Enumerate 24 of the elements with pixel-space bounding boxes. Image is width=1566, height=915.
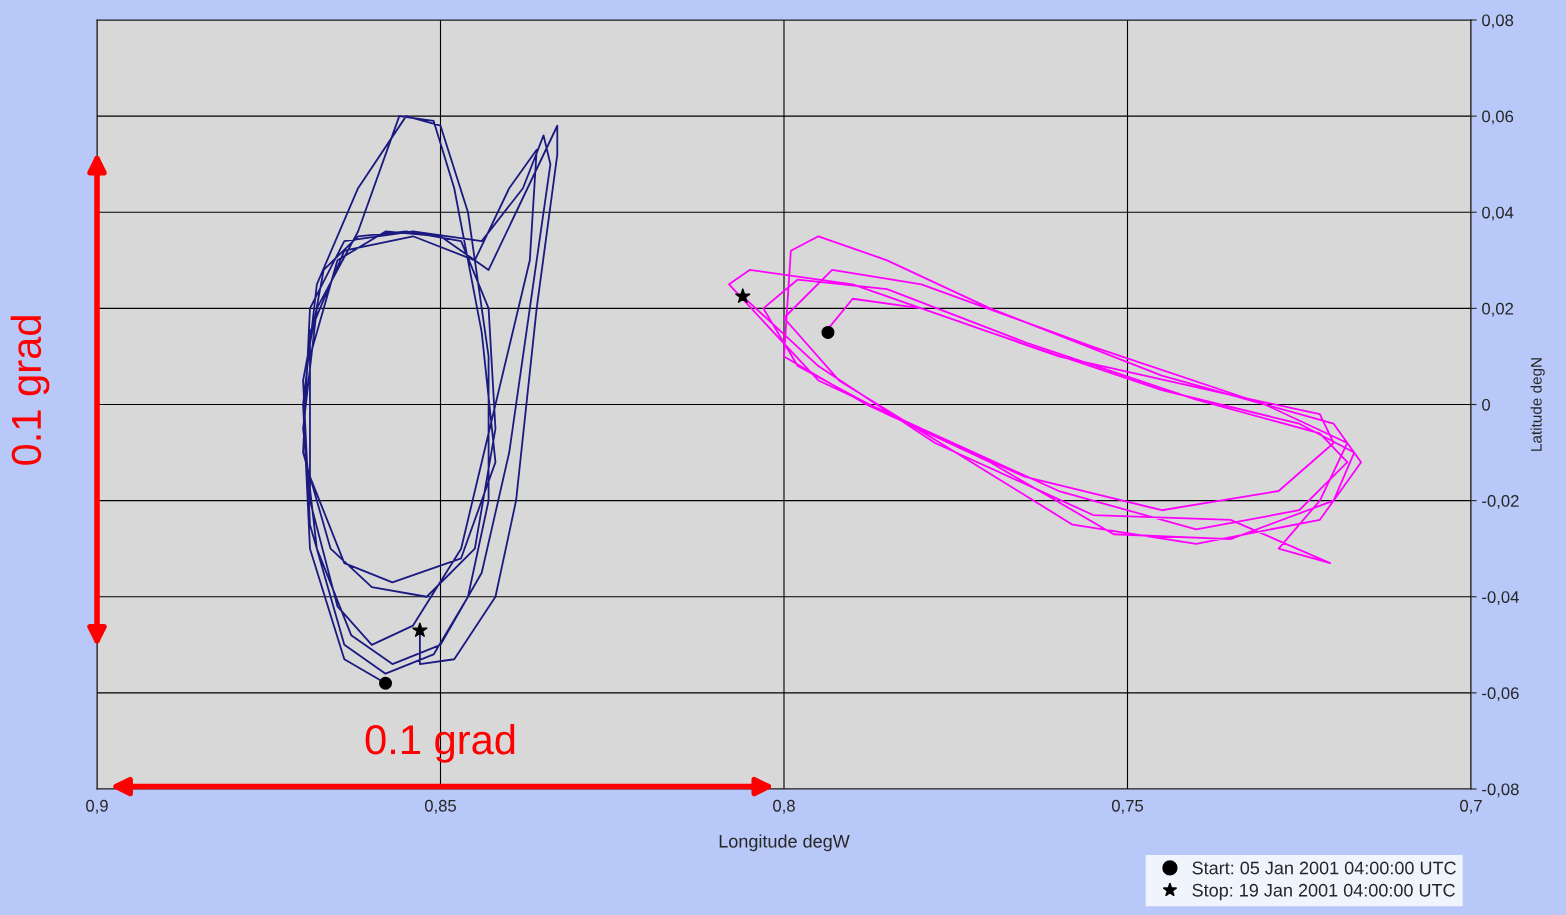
- text: 0.1 grad: [10, 316, 50, 465]
- x-tick-label: 0,75: [1111, 799, 1144, 814]
- x-tick-label: 0,85: [424, 799, 457, 814]
- y-tick-label: 0,08: [1482, 14, 1514, 29]
- x-tick-label: 0,8: [773, 799, 795, 814]
- point: [412, 622, 428, 637]
- y-tick-label: -0,06: [1482, 687, 1519, 702]
- y-tick-label: -0,04: [1482, 591, 1519, 605]
- point: [379, 676, 393, 690]
- y-tick-label: -0,02: [1482, 495, 1519, 509]
- y-tick-label: 0,04: [1482, 206, 1514, 221]
- x-tick-label: 0,9: [86, 799, 108, 814]
- line-series: [728, 235, 1362, 565]
- point: [821, 325, 835, 339]
- y-tick-label: -0,08: [1482, 783, 1519, 798]
- x-tick-label: 0,7: [1460, 799, 1482, 814]
- y-tick-label: 0,02: [1482, 302, 1514, 317]
- point: [735, 288, 751, 303]
- x-axis-title: Longitude degW: [719, 834, 850, 852]
- legend-label: Start: 05 Jan 2001 04:00:00 UTC: [1192, 861, 1456, 875]
- y-tick-label: 0,06: [1482, 110, 1514, 125]
- y-axis-title: Latitude degN: [1530, 358, 1545, 451]
- y-tick-label: 0: [1482, 398, 1491, 411]
- legend-label: Stop: 19 Jan 2001 04:00:00 UTC: [1192, 883, 1455, 901]
